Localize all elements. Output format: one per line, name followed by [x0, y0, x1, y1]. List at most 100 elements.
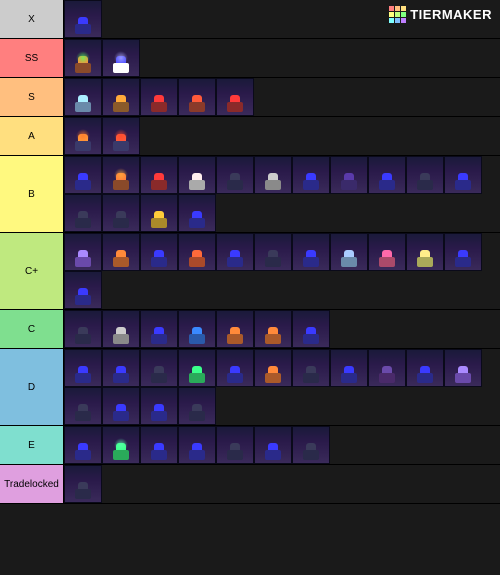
tier-item[interactable]	[292, 233, 330, 271]
tier-label[interactable]: SS	[0, 39, 64, 77]
tier-items	[64, 156, 500, 232]
tier-item[interactable]	[64, 39, 102, 77]
tier-item[interactable]	[140, 194, 178, 232]
tier-items	[64, 117, 500, 155]
tier-item[interactable]	[102, 39, 140, 77]
tier-item[interactable]	[178, 78, 216, 116]
tier-item[interactable]	[254, 310, 292, 348]
tier-label[interactable]: X	[0, 0, 64, 38]
tier-item[interactable]	[292, 349, 330, 387]
tier-item[interactable]	[64, 78, 102, 116]
tier-item[interactable]	[64, 426, 102, 464]
tier-items	[64, 465, 500, 503]
tier-item[interactable]	[178, 310, 216, 348]
tier-item[interactable]	[102, 117, 140, 155]
tier-item[interactable]	[178, 233, 216, 271]
tier-item[interactable]	[140, 387, 178, 425]
tier-item[interactable]	[444, 233, 482, 271]
tier-label[interactable]: D	[0, 349, 64, 425]
tier-row: S	[0, 78, 500, 117]
tier-item[interactable]	[178, 194, 216, 232]
tier-items	[64, 78, 500, 116]
tier-item[interactable]	[406, 349, 444, 387]
tier-item[interactable]	[140, 310, 178, 348]
tier-item[interactable]	[64, 465, 102, 503]
tier-items	[64, 39, 500, 77]
tier-label[interactable]: C+	[0, 233, 64, 309]
tier-items	[64, 426, 500, 464]
tier-list-container: TIERMAKER XSSSABC+CDETradelocked	[0, 0, 500, 575]
tier-item[interactable]	[64, 349, 102, 387]
tier-item[interactable]	[292, 156, 330, 194]
tier-label[interactable]: S	[0, 78, 64, 116]
tier-item[interactable]	[178, 156, 216, 194]
tier-item[interactable]	[140, 156, 178, 194]
tier-item[interactable]	[64, 194, 102, 232]
tier-item[interactable]	[254, 233, 292, 271]
tier-row: Tradelocked	[0, 465, 500, 504]
tier-item[interactable]	[292, 310, 330, 348]
tier-item[interactable]	[140, 78, 178, 116]
tier-item[interactable]	[140, 349, 178, 387]
tier-item[interactable]	[216, 78, 254, 116]
tier-row: C	[0, 310, 500, 349]
tier-items	[64, 233, 500, 309]
tier-item[interactable]	[254, 426, 292, 464]
tier-items	[64, 349, 500, 425]
tier-item[interactable]	[102, 349, 140, 387]
tier-item[interactable]	[406, 233, 444, 271]
tier-item[interactable]	[102, 233, 140, 271]
tier-item[interactable]	[102, 194, 140, 232]
tier-label[interactable]: A	[0, 117, 64, 155]
tier-item[interactable]	[102, 426, 140, 464]
tier-item[interactable]	[216, 310, 254, 348]
tier-row: SS	[0, 39, 500, 78]
tier-item[interactable]	[216, 349, 254, 387]
tier-row: E	[0, 426, 500, 465]
tier-item[interactable]	[216, 426, 254, 464]
tier-label[interactable]: E	[0, 426, 64, 464]
tier-item[interactable]	[368, 349, 406, 387]
tier-items	[64, 310, 500, 348]
tier-item[interactable]	[102, 310, 140, 348]
tier-item[interactable]	[140, 233, 178, 271]
tier-label[interactable]: Tradelocked	[0, 465, 64, 503]
tier-item[interactable]	[406, 156, 444, 194]
tier-item[interactable]	[444, 156, 482, 194]
tier-item[interactable]	[330, 233, 368, 271]
tier-item[interactable]	[216, 233, 254, 271]
tier-item[interactable]	[178, 387, 216, 425]
tier-item[interactable]	[330, 349, 368, 387]
tier-item[interactable]	[64, 0, 102, 38]
tier-item[interactable]	[178, 349, 216, 387]
tier-row: B	[0, 156, 500, 233]
tier-row: A	[0, 117, 500, 156]
watermark-text: TIERMAKER	[410, 7, 492, 22]
tier-item[interactable]	[64, 310, 102, 348]
tier-rows-container: XSSSABC+CDETradelocked	[0, 0, 500, 504]
tier-item[interactable]	[330, 156, 368, 194]
tier-item[interactable]	[64, 117, 102, 155]
tier-item[interactable]	[64, 271, 102, 309]
tier-item[interactable]	[368, 233, 406, 271]
tier-item[interactable]	[102, 78, 140, 116]
tier-item[interactable]	[178, 426, 216, 464]
tier-item[interactable]	[254, 349, 292, 387]
tier-item[interactable]	[64, 233, 102, 271]
tier-item[interactable]	[140, 426, 178, 464]
tier-item[interactable]	[64, 156, 102, 194]
tier-label[interactable]: C	[0, 310, 64, 348]
watermark-grid-icon	[389, 6, 406, 23]
tier-item[interactable]	[64, 387, 102, 425]
tier-label[interactable]: B	[0, 156, 64, 232]
tier-item[interactable]	[292, 426, 330, 464]
tier-item[interactable]	[368, 156, 406, 194]
tier-row: D	[0, 349, 500, 426]
tier-item[interactable]	[216, 156, 254, 194]
tier-item[interactable]	[102, 156, 140, 194]
tier-item[interactable]	[444, 349, 482, 387]
tier-item[interactable]	[254, 156, 292, 194]
tier-item[interactable]	[102, 387, 140, 425]
tier-row: C+	[0, 233, 500, 310]
tiermaker-watermark: TIERMAKER	[389, 6, 492, 23]
